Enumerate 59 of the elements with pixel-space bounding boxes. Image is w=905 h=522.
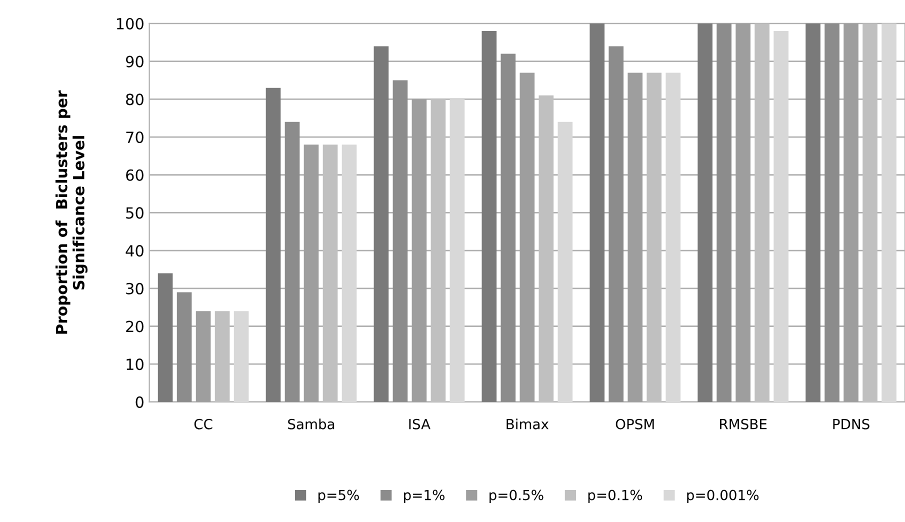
bar — [322, 144, 338, 402]
legend-label: p=0.001% — [687, 490, 759, 503]
bar — [824, 23, 840, 402]
y-tick-label: 40 — [126, 245, 144, 257]
y-tick-label: 20 — [126, 320, 144, 332]
x-tick-label: PDNS — [833, 418, 870, 430]
bar — [520, 72, 535, 402]
y-tick-label: 100 — [116, 18, 144, 30]
bar — [806, 23, 820, 402]
bar — [374, 46, 389, 402]
y-tick-label: 60 — [126, 169, 144, 181]
bar — [736, 23, 750, 402]
bar — [754, 23, 770, 402]
bar — [412, 99, 427, 402]
y-tick-label: 10 — [126, 358, 144, 370]
bar — [538, 95, 554, 402]
bar — [774, 31, 788, 402]
bar — [214, 311, 230, 402]
bar — [158, 273, 173, 402]
bar — [844, 23, 858, 402]
x-tick-label: Bimax — [506, 418, 549, 430]
bar — [450, 99, 465, 402]
x-tick-label: Samba — [288, 418, 334, 430]
legend-label: p=1% — [404, 490, 444, 503]
legend-label: p=0.5% — [490, 490, 544, 503]
bar — [590, 23, 605, 402]
x-tick-label: CC — [194, 418, 212, 430]
bar — [430, 99, 446, 402]
y-tick-label: 0 — [136, 396, 144, 408]
bar — [862, 23, 878, 402]
bar — [176, 292, 192, 402]
bar — [628, 72, 643, 402]
x-tick-label: RMSBE — [720, 418, 767, 430]
bar — [266, 88, 281, 402]
legend-label: p=5% — [318, 490, 359, 503]
bar — [558, 122, 573, 402]
y-tick-label: 70 — [126, 131, 144, 144]
x-tick-label: OPSM — [616, 418, 654, 430]
y-tick-label: 30 — [126, 282, 144, 294]
y-tick-label: 80 — [126, 94, 144, 106]
bar — [646, 72, 662, 402]
legend-label: p=0.1% — [588, 490, 642, 503]
bar — [608, 46, 624, 402]
bar — [882, 23, 896, 402]
bar — [716, 23, 732, 402]
bar — [666, 72, 681, 402]
bar — [196, 311, 211, 402]
bar — [482, 31, 497, 402]
bar — [234, 311, 249, 402]
bar — [284, 122, 300, 402]
x-tick-label: ISA — [409, 418, 430, 430]
bar — [698, 23, 712, 402]
bar — [304, 144, 319, 402]
bar — [500, 54, 516, 402]
bar — [392, 80, 408, 402]
bar — [342, 144, 357, 402]
y-axis-title: Proportion of Biclusters per Significance Level — [56, 90, 88, 334]
y-tick-label: 50 — [126, 207, 144, 219]
y-tick-label: 90 — [126, 56, 144, 68]
